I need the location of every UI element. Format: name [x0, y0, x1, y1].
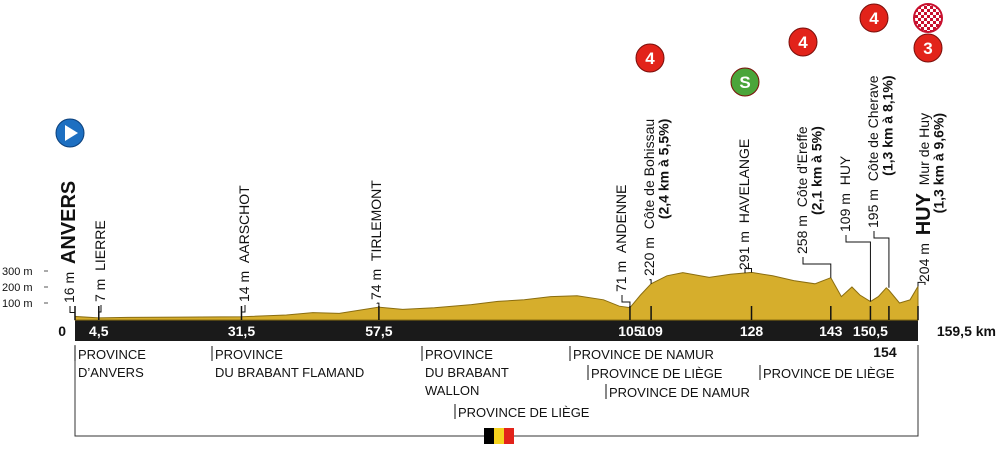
- place-name: ANDENNE: [613, 185, 629, 253]
- finish-flag: [913, 3, 943, 33]
- start-icon: [55, 118, 85, 148]
- leader-line: [802, 257, 832, 278]
- altitude-label: 220 m: [641, 237, 657, 276]
- climb-detail: (1,3 km à 9,6%): [931, 113, 947, 213]
- x-tick-label: 105: [618, 323, 642, 339]
- elevation-area: [74, 271, 919, 321]
- y-tick-label: 300 m: [2, 266, 33, 278]
- province-label: PROVINCE: [215, 347, 283, 362]
- x-tick-label: 57,5: [365, 323, 392, 339]
- waypoint-label: 7 m LIERRE: [92, 220, 108, 302]
- leader-line: [621, 295, 631, 308]
- place-name: HUY: [837, 155, 853, 185]
- leader-line: [845, 235, 871, 302]
- province-label: PROVINCE DE LIÈGE: [458, 405, 590, 420]
- province-label: PROVINCE: [78, 347, 146, 362]
- waypoint-label: 14 m AARSCHOT: [236, 185, 252, 302]
- x-tick-label: 0: [58, 323, 66, 339]
- province-label: WALLON: [425, 383, 479, 398]
- waypoint-label: 204 m HUY Mur de Huy: [913, 113, 935, 282]
- badge: [730, 67, 760, 97]
- waypoint-label: 291 m HAVELANGE: [736, 139, 752, 270]
- climb-detail: (1,3 km à 8,1%): [880, 75, 896, 175]
- province-label: PROVINCE: [425, 347, 493, 362]
- altitude-label: 71 m: [613, 261, 629, 292]
- province-label: PROVINCE DE LIÈGE: [763, 366, 895, 381]
- y-tick-label: 200 m: [2, 282, 33, 294]
- altitude-label: 74 m: [368, 269, 384, 300]
- x-tick-label: 143: [819, 323, 843, 339]
- x-tick-label: 4,5: [89, 323, 109, 339]
- x-tick-label: 31,5: [228, 323, 255, 339]
- leader-line: [873, 231, 890, 288]
- x-tick-label: 154: [873, 344, 897, 360]
- waypoint-label: 74 m TIRLEMONT: [368, 180, 384, 300]
- altitude-label: 7 m: [92, 279, 108, 302]
- waypoint-label: 109 m HUY: [837, 155, 853, 232]
- climb-name: Mur de Huy: [916, 113, 932, 185]
- altitude-label: 109 m: [837, 193, 853, 232]
- place-name: ANVERS: [58, 181, 80, 264]
- x-tick-label: 150,5: [853, 323, 888, 339]
- badge-label: 4: [798, 33, 808, 52]
- waypoint-label: 71 m ANDENNE: [613, 185, 629, 292]
- climb-detail: (2,4 km à 5,5%): [656, 119, 672, 219]
- y-tick-label: 100 m: [2, 298, 33, 310]
- belgian-flag: [484, 428, 514, 444]
- x-tick-label: 128: [740, 323, 764, 339]
- badge: [913, 33, 943, 63]
- place-name: TIRLEMONT: [368, 180, 384, 261]
- badge: [859, 3, 889, 33]
- province-label: PROVINCE DE NAMUR: [573, 347, 714, 362]
- place-name: Côte de Bohissau: [641, 119, 657, 230]
- province-label: D’ANVERS: [78, 365, 144, 380]
- leader-line: [649, 279, 652, 284]
- place-name: LIERRE: [92, 220, 108, 271]
- waypoint-label: 195 m Côte de Cherave: [865, 75, 881, 228]
- province-label: PROVINCE DE NAMUR: [609, 385, 750, 400]
- badge: [788, 27, 818, 57]
- altitude-label: 195 m: [865, 189, 881, 228]
- altitude-label: 14 m: [236, 271, 252, 302]
- country-bracket: [74, 345, 919, 437]
- altitude-label: 291 m: [736, 231, 752, 270]
- place-name: Côte d'Ereffe: [794, 126, 810, 207]
- x-tick-label: 109: [639, 323, 663, 339]
- leader-line: [376, 302, 380, 308]
- x-tick-label: 159,5 km: [937, 323, 996, 339]
- waypoint-label: 16 m ANVERS: [58, 181, 80, 303]
- leader-line: [240, 305, 246, 317]
- place-name: HAVELANGE: [736, 139, 752, 224]
- place-name: AARSCHOT: [236, 185, 252, 263]
- altitude-label: 258 m: [794, 215, 810, 254]
- distance-bar: [75, 320, 918, 341]
- province-label: DU BRABANT: [425, 365, 509, 380]
- climb-detail: (2,1 km à 5%): [809, 126, 825, 215]
- province-label: PROVINCE DE LIÈGE: [591, 366, 723, 381]
- altitude-label: 16 m: [61, 272, 77, 303]
- place-name: Côte de Cherave: [865, 75, 881, 181]
- badge-label: 3: [923, 39, 932, 58]
- leader-line: [69, 306, 76, 317]
- place-name: HUY: [913, 192, 935, 235]
- waypoint-label: 258 m Côte d'Ereffe: [794, 126, 810, 254]
- badge-label: 4: [869, 9, 879, 28]
- leader-line: [744, 267, 753, 273]
- badge-label: 4: [645, 49, 655, 68]
- province-label: DU BRABANT FLAMAND: [215, 365, 364, 380]
- badge: [635, 43, 665, 73]
- leader-line: [98, 305, 102, 318]
- leader-line: [917, 281, 926, 287]
- waypoint-label: 220 m Côte de Bohissau: [641, 119, 657, 276]
- altitude-label: 204 m: [916, 243, 932, 282]
- badge-label: S: [739, 73, 750, 92]
